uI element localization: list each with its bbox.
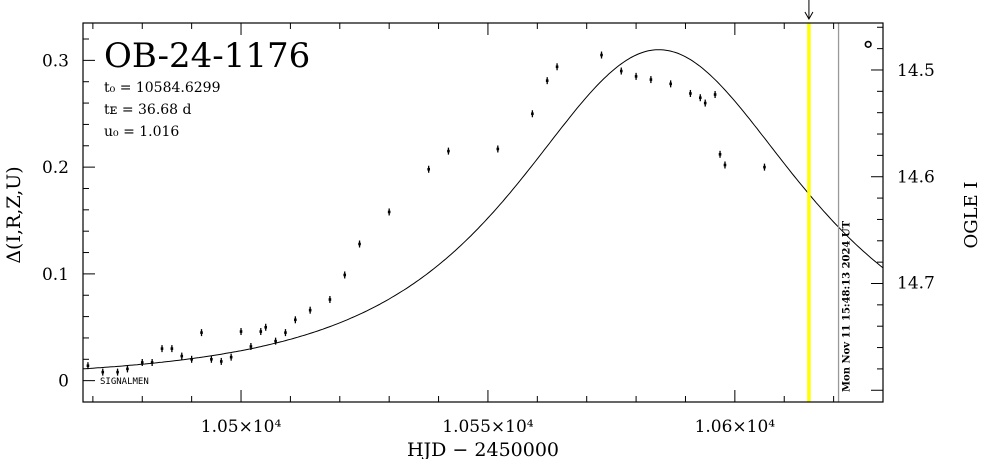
x-tick-label: 1.055×10⁴ [442,417,534,437]
y-tick-label: 0.1 [42,265,69,285]
y-tick-label: 0 [58,372,69,392]
data-point [170,347,174,350]
data-point [387,210,391,214]
data-point [328,298,332,301]
param-tE: tᴇ = 36.68 d [104,102,192,118]
data-point [210,357,213,361]
model-curve [82,49,884,370]
data-point [427,167,430,171]
y-tick-right-label: 14.6 [897,168,935,188]
data-point [274,339,277,343]
data-point [284,331,287,334]
y-axis-right-label: OGLE I [961,181,982,248]
data-point [264,325,268,329]
data-point [634,75,638,78]
data-point [126,367,129,371]
data-point [713,93,717,96]
data-point [763,165,766,169]
x-tick-label: 1.05×10⁴ [201,417,282,437]
data-point [531,112,534,116]
y-axis-label: Δ(I,R,Z,U) [3,166,25,263]
data-point [249,345,253,348]
data-point [190,357,193,361]
y-tick-right-label: 14.5 [897,61,935,81]
data-point [698,96,702,100]
axes-group: 1.05×10⁴ 1.055×10⁴ 1.06×10⁴ 0 0.1 0.2 0.3 14.5 1… [42,22,935,437]
data-point [718,153,722,156]
data-point [649,78,653,81]
data-point [703,101,707,105]
param-u0: u₀ = 1.016 [104,124,179,140]
data-point [358,242,361,246]
data-point [689,92,692,95]
data-point [219,360,223,363]
y-tick-label: 0.2 [42,158,69,178]
data-points-group [86,40,872,376]
data-point [294,318,297,322]
data-point [259,330,263,333]
data-point [545,79,549,82]
data-point [86,364,90,368]
plot-frame [82,22,884,403]
data-point [447,149,450,153]
data-point [150,361,154,364]
x-axis-label: HJD − 2450000 [407,439,559,459]
data-point [496,147,500,151]
data-point [723,163,727,167]
data-point [343,273,347,277]
data-point [229,355,233,359]
param-t0: t₀ = 10584.6299 [104,80,220,96]
data-point [619,69,623,73]
footer-label: SIGNALMEN [100,377,149,387]
data-point [180,354,184,358]
chart-title: OB-24-1176 [104,36,310,76]
data-point [160,347,164,350]
data-point [669,82,672,86]
y-tick-label: 0.3 [42,51,69,71]
data-point [200,331,203,334]
data-point [140,361,144,364]
current-arrow-head [804,11,814,21]
data-point [555,65,559,69]
marker-lines-group [804,0,840,402]
y-tick-right-label: 14.7 [897,273,935,293]
data-point [101,370,105,374]
data-point [116,370,119,374]
data-point [239,330,243,333]
data-point [308,308,312,312]
date-line-label: Mon Nov 11 15:48:13 2024 UT [842,220,853,392]
data-point [600,53,603,57]
open-data-point [864,40,872,48]
x-tick-label: 1.06×10⁴ [695,417,776,437]
model-curve-group [82,49,884,370]
